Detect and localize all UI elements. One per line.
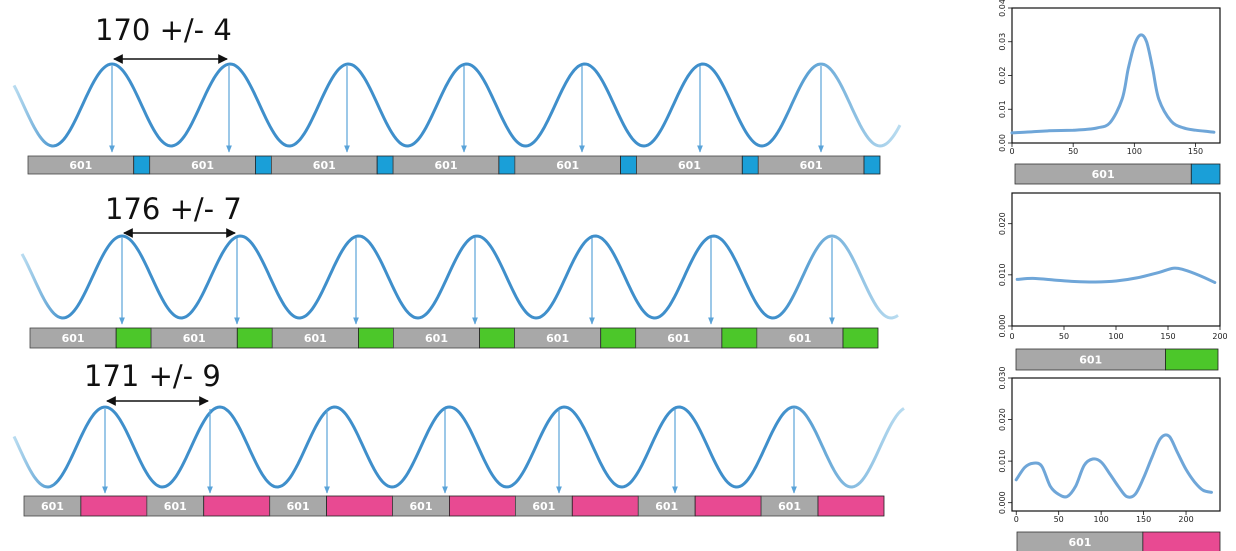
linker-segment	[741, 155, 759, 175]
nucleosome-label: 601	[304, 332, 327, 345]
profile-chart-1: 0.00 0.01 0.02 0.03 0.04 0 50 100 150 601	[998, 0, 1221, 185]
x-tick-label: 100	[1094, 515, 1109, 524]
linker-segment	[1190, 163, 1221, 185]
array-row-3: 171 +/- 9 601 601 601 601 601 601 601	[12, 359, 905, 517]
oscillation-wave	[20, 234, 899, 320]
linker-segment	[326, 495, 393, 517]
x-tick-label: 0	[1014, 515, 1019, 524]
nucleosome-label: 601	[313, 159, 336, 172]
linker-segment	[694, 495, 762, 517]
linker-segment	[571, 495, 639, 517]
y-tick-label: 0.010	[998, 263, 1007, 286]
nucleosome-label: 601	[546, 332, 569, 345]
nucleosome-label: 601	[191, 159, 214, 172]
nucleosome-label: 601	[778, 500, 801, 513]
x-tick-label: 100	[1108, 332, 1123, 341]
y-tick-label: 0.00	[998, 134, 1007, 152]
oscillation-wave	[12, 62, 902, 148]
plot-frame	[1011, 192, 1221, 327]
x-tick-label: 0	[1009, 147, 1014, 156]
nucleosome-label: 601	[287, 500, 310, 513]
nucleosome-label: 601	[678, 159, 701, 172]
profile-series-line	[1015, 266, 1217, 284]
oscillation-wave	[12, 405, 905, 489]
linker-segment	[842, 327, 879, 349]
array-row-1: 170 +/- 4 601 601 601 601 601 601 601	[12, 13, 902, 175]
nucleosome-label: 601	[69, 159, 92, 172]
nucleosome-label: 601	[788, 332, 811, 345]
nucleosome-label: 601	[1079, 354, 1102, 367]
nucleosome-label: 601	[1092, 168, 1115, 181]
x-tick-label: 50	[1054, 515, 1064, 524]
plot-frame	[1011, 7, 1221, 144]
linker-segment	[620, 155, 637, 175]
linker-segment	[236, 327, 273, 349]
x-tick-label: 150	[1136, 515, 1151, 524]
x-tick-label: 100	[1127, 147, 1142, 156]
linker-segment	[376, 155, 394, 175]
y-tick-label: 0.02	[998, 67, 1007, 85]
linker-segment	[115, 327, 152, 349]
linker-segment	[863, 155, 881, 175]
y-tick-label: 0.04	[998, 0, 1007, 17]
linker-segment	[600, 327, 637, 349]
x-tick-label: 0	[1009, 332, 1014, 341]
plot-frame	[1011, 377, 1221, 512]
nucleosome-label: 601	[435, 159, 458, 172]
linker-segment	[133, 155, 151, 175]
array-row-2: 176 +/- 7 601 601 601 601 601 601 601	[20, 192, 899, 349]
linker-segment	[255, 155, 272, 175]
y-tick-label: 0.020	[998, 408, 1007, 431]
profile-chart-2: 0.000 0.010 0.020 0 50 100 150 200 601	[998, 192, 1228, 371]
spacing-label: 176 +/- 7	[105, 192, 242, 226]
nucleosome-label: 601	[183, 332, 206, 345]
profile-series-line	[1014, 433, 1213, 499]
array-rows: 170 +/- 4 601 601 601 601 601 601 601 176 +/- 7 6…	[12, 13, 905, 517]
linker-segment	[449, 495, 516, 517]
linker-segment	[817, 495, 885, 517]
y-tick-label: 0.000	[998, 315, 1007, 338]
linker-segment	[358, 327, 394, 349]
nucleosome-label: 601	[41, 500, 64, 513]
y-tick-label: 0.01	[998, 100, 1007, 118]
x-tick-label: 200	[1212, 332, 1227, 341]
y-tick-label: 0.03	[998, 33, 1007, 51]
y-tick-label: 0.010	[998, 450, 1007, 473]
linker-segment	[1142, 531, 1221, 551]
linker-segment	[498, 155, 516, 175]
profile-chart-3: 0.000 0.010 0.020 0.030 0 50 100 150 200 601	[998, 367, 1221, 551]
nucleosome-label: 601	[1068, 536, 1091, 549]
profile-charts: 0.000.010.020.030.040 50 100 1506010.0000.0…	[998, 0, 1228, 551]
x-tick-label: 50	[1059, 332, 1069, 341]
y-tick-label: 0.020	[998, 212, 1007, 235]
nucleosome-label: 601	[164, 500, 187, 513]
nucleosome-label: 601	[532, 500, 555, 513]
profile-series-line	[1010, 33, 1216, 135]
nucleosome-label: 601	[667, 332, 690, 345]
nucleosome-label: 601	[62, 332, 85, 345]
nucleosome-label: 601	[410, 500, 433, 513]
nucleosome-label: 601	[556, 159, 579, 172]
x-tick-label: 150	[1188, 147, 1203, 156]
x-tick-label: 150	[1160, 332, 1175, 341]
nucleosome-label: 601	[800, 159, 823, 172]
y-tick-label: 0.000	[998, 491, 1007, 514]
linker-segment	[721, 327, 758, 349]
x-tick-label: 200	[1178, 515, 1193, 524]
spacing-label: 170 +/- 4	[95, 13, 232, 47]
linker-segment	[80, 495, 148, 517]
spacing-label: 171 +/- 9	[84, 359, 221, 393]
linker-segment	[1165, 348, 1219, 371]
nucleosome-label: 601	[655, 500, 678, 513]
nucleosome-label: 601	[425, 332, 448, 345]
x-tick-label: 50	[1068, 147, 1078, 156]
linker-segment	[203, 495, 271, 517]
y-tick-label: 0.030	[998, 367, 1007, 390]
linker-segment	[479, 327, 515, 349]
